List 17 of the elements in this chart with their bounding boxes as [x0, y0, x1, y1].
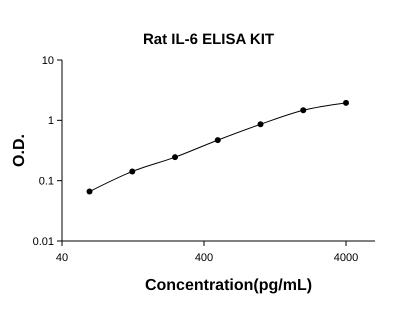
point: [214, 137, 221, 144]
x-tick-label: 40: [56, 252, 68, 264]
x-tick-label: 4000: [334, 252, 358, 264]
point: [258, 121, 264, 128]
chart-title: Rat IL-6 ELISA KIT: [142, 31, 274, 48]
y-tick-label: 10: [42, 54, 54, 67]
y-tick-label: 1: [48, 115, 54, 128]
x-axis-title: Concentration(pg/mL): [144, 277, 312, 294]
y-axis-title: O.D.: [11, 134, 28, 167]
x-tick-label: 400: [194, 252, 214, 264]
point: [129, 168, 136, 174]
point: [343, 100, 350, 106]
point: [300, 107, 306, 114]
point: [86, 188, 93, 195]
y-tick-label: 0.01: [32, 236, 54, 248]
y-tick-label: 0.1: [38, 176, 54, 188]
point: [172, 154, 178, 160]
